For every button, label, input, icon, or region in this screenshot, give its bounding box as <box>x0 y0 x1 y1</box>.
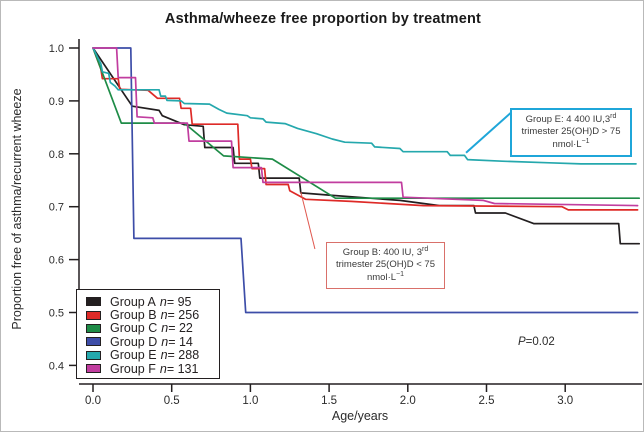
leader-line-b <box>300 191 316 250</box>
annotation-e-line1: Group E: 4 400 IU,3 <box>525 114 611 126</box>
annotation-b-sup3: −1 <box>396 271 405 279</box>
legend-n-value: = 131 <box>166 361 199 376</box>
chart-title: Asthma/wheeze free proportion by treatme… <box>164 11 482 27</box>
legend-swatch-icon <box>86 350 101 360</box>
curves <box>92 47 641 314</box>
x-tick-label: 3.0 <box>557 395 573 407</box>
y-tick-label: 1.0 <box>49 43 64 55</box>
p-value-symbol: P <box>518 336 526 348</box>
legend-n-value: = 22 <box>168 321 193 336</box>
x-axis-label: Age/years <box>331 409 389 423</box>
legend-label: Group B <box>110 308 157 323</box>
leader-line-e <box>465 111 513 154</box>
annotation-b-sup1: rd <box>421 246 429 253</box>
x-tick-label: 2.0 <box>400 395 416 407</box>
y-tick-label: 0.7 <box>49 202 64 214</box>
annotation-e-sup1: rd <box>610 113 617 120</box>
legend-n-value: = 288 <box>167 348 200 363</box>
annotation-group-e: Group E: 4 400 IU,3rd trimester 25(OH)D … <box>510 108 632 157</box>
p-value-rest: =0.02 <box>525 336 555 348</box>
annotation-e-line3: nmol·L <box>552 139 582 151</box>
curve-group-f <box>92 47 639 207</box>
legend-n-symbol: n <box>159 294 167 309</box>
annotation-e-line2: trimester 25(OH)D > 75 <box>521 126 621 138</box>
x-axis: 0.0 0.5 1.0 1.5 2.0 2.5 3.0 <box>79 383 642 407</box>
x-tick-label: 0.5 <box>164 395 180 407</box>
annotation-b-line1: Group B: 400 IU, 3 <box>342 247 422 259</box>
legend-n-symbol: n <box>160 348 168 363</box>
y-tick-label: 0.4 <box>49 360 64 372</box>
legend-label: Group C <box>110 321 158 336</box>
curve-group-e <box>92 47 637 165</box>
y-axis-label: Proportion free of asthma/recurrent whee… <box>10 88 24 330</box>
legend-swatch-icon <box>86 337 101 347</box>
legend-n-value: = 256 <box>167 308 200 323</box>
annotation-e-sup3: −1 <box>581 138 590 146</box>
legend-label: Group E <box>110 348 157 363</box>
annotation-b-line2: trimester 25(OH)D < 75 <box>336 259 435 271</box>
y-tick-label: 0.5 <box>49 308 64 320</box>
legend-n-symbol: n <box>160 308 168 323</box>
annotation-group-b: Group B: 400 IU, 3rd trimester 25(OH)D <… <box>326 242 445 289</box>
legend-label: Group A <box>110 294 156 309</box>
x-tick-label: 2.5 <box>479 395 495 407</box>
p-value: P=0.02 <box>518 336 555 348</box>
curve-group-c <box>92 47 641 200</box>
curve-group-d <box>92 47 639 314</box>
legend-label: Group D <box>110 334 158 349</box>
y-tick-label: 0.8 <box>49 149 64 161</box>
legend-swatch-icon <box>86 323 101 333</box>
legend-swatch-icon <box>86 297 101 307</box>
x-tick-label: 1.0 <box>242 395 258 407</box>
y-axis: 1.0 0.9 0.8 0.7 0.6 0.5 0.4 <box>49 39 80 373</box>
x-tick-label: 1.5 <box>321 395 337 407</box>
annotation-b-line3: nmol·L <box>366 272 397 284</box>
curve-group-a <box>92 47 641 245</box>
legend-swatch-icon <box>86 364 101 374</box>
legend-n-symbol: n <box>159 361 167 376</box>
y-tick-label: 0.6 <box>49 255 64 267</box>
legend-n-symbol: n <box>161 334 169 349</box>
legend-label: Group F <box>110 361 156 376</box>
annotation-leaders <box>300 111 513 250</box>
legend-n-symbol: n <box>161 321 169 336</box>
legend-n-value: = 14 <box>168 334 193 349</box>
x-tick-label: 0.0 <box>85 395 101 407</box>
y-tick-label: 0.9 <box>49 96 64 108</box>
legend-n-value: = 95 <box>166 294 192 309</box>
legend-swatch-icon <box>86 310 101 320</box>
